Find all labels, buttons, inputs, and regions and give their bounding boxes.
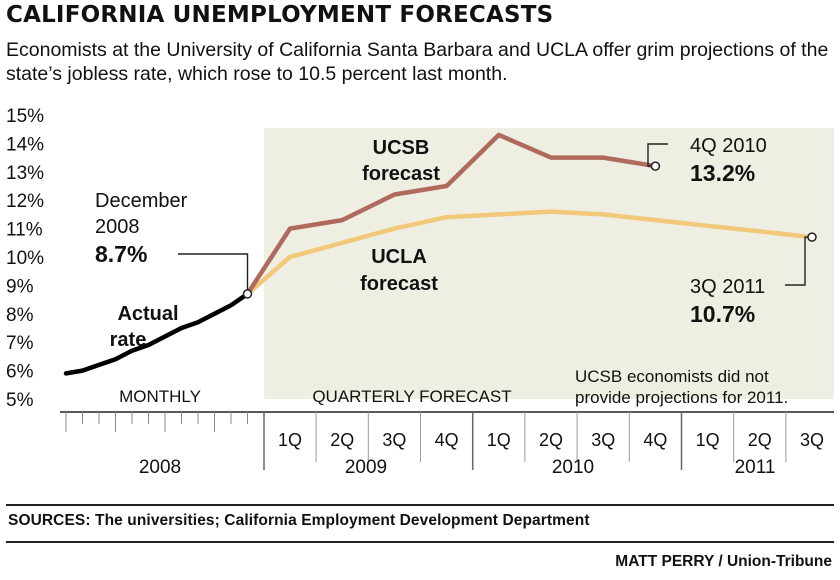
quarter-tick-label: 2Q <box>748 430 772 450</box>
chart-subtitle: Economists at the University of Californ… <box>6 39 829 85</box>
quarter-tick-label: 3Q <box>800 430 824 450</box>
ucsb-forecast-line <box>245 132 658 297</box>
q4-2010-annotation-label: 4Q 2010 <box>690 135 767 157</box>
y-tick-label: 13% <box>6 163 44 184</box>
quarter-tick-label: 4Q <box>435 430 459 450</box>
q3-2011-annotation-value: 10.7% <box>690 301 755 327</box>
ucla-forecast-line <box>245 209 815 297</box>
y-tick-label: 7% <box>6 333 34 354</box>
ucsb-label: forecast <box>362 163 440 185</box>
actual-rate-line <box>63 291 250 376</box>
sources-divider <box>6 504 834 506</box>
dec2008-annotation-value: 8.7% <box>95 241 147 267</box>
y-tick-label: 12% <box>6 191 44 212</box>
forecast-section-label: QUARTERLY FORECAST <box>312 387 511 406</box>
quarter-tick-label: 1Q <box>487 430 511 450</box>
y-tick-label: 6% <box>6 362 34 383</box>
year-label: 2008 <box>139 457 181 478</box>
y-tick-label: 5% <box>6 390 34 411</box>
quarter-tick-label: 1Q <box>278 430 302 450</box>
quarter-tick-label: 2Q <box>539 430 563 450</box>
ucla-label: UCLA <box>371 246 427 268</box>
dec2008-marker <box>242 289 253 299</box>
q4-2010-annotation-value: 13.2% <box>690 160 755 186</box>
y-tick-label: 14% <box>6 134 44 155</box>
ucsb-note-line: provide projections for 2011. <box>575 388 788 407</box>
y-tick-label: 10% <box>6 248 44 269</box>
quarter-tick-label: 3Q <box>382 430 406 450</box>
ucla-endpoint-marker <box>807 232 817 242</box>
credit-divider <box>6 541 834 543</box>
y-tick-label: 8% <box>6 305 34 326</box>
ucsb-note-line: UCSB economists did not <box>575 367 769 386</box>
quarter-tick-label: 4Q <box>643 430 667 450</box>
ucla-label: forecast <box>360 273 438 295</box>
actual-rate-label: rate <box>110 329 147 351</box>
forecast-background <box>264 128 834 399</box>
year-label: 2011 <box>735 457 776 478</box>
quarter-tick-label: 3Q <box>591 430 615 450</box>
ucsb-label: UCSB <box>373 137 430 159</box>
y-tick-label: 15% <box>6 106 44 127</box>
credit-line: MATT PERRY / Union-Tribune <box>615 553 832 570</box>
sources-note: SOURCES: The universities; California Em… <box>8 512 590 529</box>
year-label: 2009 <box>345 457 387 478</box>
year-label: 2010 <box>552 457 594 478</box>
dec2008-leader <box>178 253 249 294</box>
y-tick-label: 9% <box>6 276 34 297</box>
ucsb-endpoint-marker <box>650 161 661 171</box>
quarter-tick-label: 2Q <box>330 430 354 450</box>
unemployment-chart: 5% 6% 7% 8% 9% 10% 11% 12% 13% 14% 15% MONTHLY QUART… <box>6 106 834 478</box>
monthly-section-label: MONTHLY <box>119 387 201 406</box>
y-tick-label: 11% <box>6 220 43 241</box>
dec2008-annotation-label: 2008 <box>95 216 140 238</box>
quarter-tick-label: 1Q <box>696 430 720 450</box>
actual-rate-label: Actual <box>117 303 178 325</box>
chart-title: CALIFORNIA UNEMPLOYMENT FORECASTS <box>6 2 554 28</box>
q3-2011-annotation-label: 3Q 2011 <box>690 276 765 298</box>
dec2008-annotation-label: December <box>95 190 188 212</box>
